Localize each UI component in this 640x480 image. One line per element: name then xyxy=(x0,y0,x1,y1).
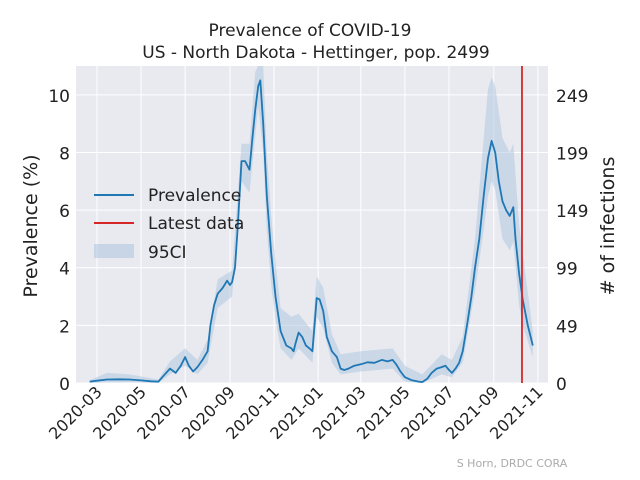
legend: Prevalence Latest data 95CI xyxy=(94,186,244,263)
credit-text: S Horn, DRDC CORA xyxy=(457,457,568,470)
y2-tick-label: 249 xyxy=(556,87,588,107)
ci-band xyxy=(89,66,533,383)
y-tick-label: 4 xyxy=(59,260,70,280)
y2-axis-ticks: 0 49 99 149 199 249 xyxy=(556,87,588,395)
plot-area xyxy=(76,66,548,383)
y-axis-ticks: 0 2 4 6 8 10 xyxy=(48,87,70,395)
y-tick-label: 10 xyxy=(48,87,70,107)
y2-tick-label: 0 xyxy=(556,375,567,395)
line-layer xyxy=(89,79,534,384)
prevalence-line xyxy=(89,79,534,384)
y-tick-label: 6 xyxy=(59,202,70,222)
x-axis-ticks: 2020-032020-052020-072020-092020-112021-… xyxy=(45,382,547,443)
legend-ci-label: 95CI xyxy=(148,243,187,263)
ci-band-layer xyxy=(89,66,533,383)
legend-ci-swatch xyxy=(94,244,134,258)
legend-prevalence-label: Prevalence xyxy=(148,186,241,206)
chart-title: Prevalence of COVID-19 xyxy=(209,21,412,41)
y2-axis-label: # of infections xyxy=(597,157,619,296)
grid xyxy=(76,66,548,384)
y-axis-label: Prevalence (%) xyxy=(20,154,42,297)
chart-subtitle: US - North Dakota - Hettinger, pop. 2499 xyxy=(142,43,489,63)
y-tick-label: 2 xyxy=(59,317,70,337)
y-tick-label: 8 xyxy=(59,144,70,164)
y2-tick-label: 49 xyxy=(556,317,578,337)
y2-tick-label: 199 xyxy=(556,144,588,164)
y-tick-label: 0 xyxy=(59,375,70,395)
y2-tick-label: 99 xyxy=(556,260,578,280)
legend-latest-label: Latest data xyxy=(148,214,244,234)
y2-tick-label: 149 xyxy=(556,202,588,222)
